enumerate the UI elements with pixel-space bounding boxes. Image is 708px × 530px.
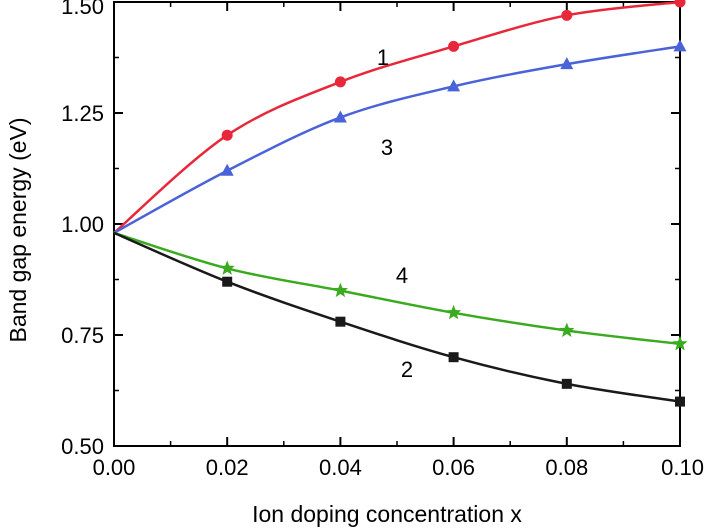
series-4-point <box>332 282 349 298</box>
series-4-point <box>445 304 462 320</box>
series-1-point <box>334 76 346 88</box>
x-tick-label: 0.04 <box>319 455 362 480</box>
series-4-line <box>113 231 681 346</box>
series-3-point <box>673 39 687 52</box>
series-4-point <box>672 335 688 351</box>
series-3-line <box>113 45 681 234</box>
series-1-point <box>674 0 686 8</box>
series-1-point <box>221 129 233 141</box>
x-tick-label: 0.00 <box>93 455 136 480</box>
x-tick-label: 0.06 <box>432 455 475 480</box>
x-axis-title: Ion doping concentration x <box>252 501 522 527</box>
series-2-label: 2 <box>401 357 413 382</box>
series-4-label: 4 <box>396 263 408 288</box>
series-2-point <box>561 378 572 389</box>
series-3-point <box>220 163 234 176</box>
series-1-label: 1 <box>377 45 389 70</box>
y-tick-label: 1.00 <box>61 212 104 237</box>
series-2-point <box>675 396 685 407</box>
series-4-point <box>219 260 235 275</box>
series-2-line <box>113 231 681 403</box>
series-2-point <box>222 276 233 287</box>
series-3-label: 3 <box>381 135 393 160</box>
x-tick-label: 0.02 <box>206 455 249 480</box>
series-2-point <box>335 316 346 327</box>
series-1-point <box>448 40 460 52</box>
series-1-point <box>561 9 573 21</box>
y-tick-label: 0.50 <box>61 434 104 459</box>
y-tick-label: 1.50 <box>61 0 104 19</box>
series-2-point <box>448 352 459 363</box>
y-tick-label: 0.75 <box>61 323 104 348</box>
y-tick-label: 1.25 <box>61 101 104 126</box>
series-1-line <box>113 0 681 234</box>
series-3-point <box>560 57 574 70</box>
x-tick-label: 0.10 <box>661 455 704 480</box>
plot-frame <box>113 1 681 447</box>
series-3-point <box>447 79 461 92</box>
series-4-point <box>559 322 575 338</box>
x-tick-label: 0.08 <box>545 455 588 480</box>
series-3-point <box>333 110 347 123</box>
y-axis-title: Band gap energy (eV) <box>5 117 31 342</box>
